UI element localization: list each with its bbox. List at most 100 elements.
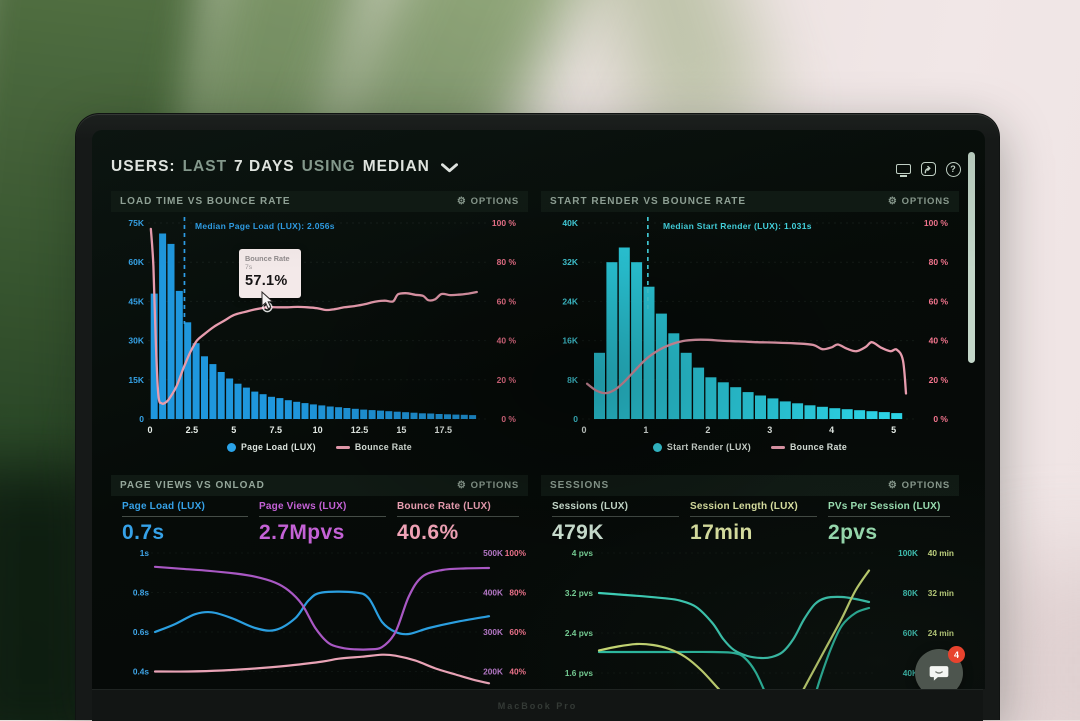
svg-text:60 %: 60 % — [929, 296, 949, 306]
svg-text:40 min: 40 min — [928, 548, 954, 558]
svg-text:40K: 40K — [562, 218, 578, 228]
svg-text:32K: 32K — [562, 257, 578, 267]
svg-text:17.5: 17.5 — [435, 425, 453, 435]
svg-text:40%: 40% — [509, 667, 526, 677]
svg-text:16K: 16K — [562, 336, 578, 346]
chevron-down-icon[interactable] — [441, 163, 458, 173]
svg-text:5: 5 — [891, 425, 896, 435]
svg-text:20 %: 20 % — [929, 375, 949, 385]
svg-text:5: 5 — [231, 425, 236, 435]
chart-legend: Start Render (LUX) Bounce Rate — [541, 442, 959, 452]
svg-text:80%: 80% — [509, 588, 526, 598]
svg-text:40 %: 40 % — [929, 336, 949, 346]
svg-text:0.8s: 0.8s — [133, 588, 150, 598]
line-marker — [336, 446, 350, 449]
svg-text:100%: 100% — [505, 548, 527, 558]
panel-header: PAGE VIEWS VS ONLOAD ⚙ OPTIONS — [111, 475, 528, 496]
panel-start-render-vs-bounce-rate: START RENDER VS BOUNCE RATE ⚙ OPTIONS 40… — [541, 191, 959, 463]
svg-text:300K: 300K — [483, 627, 503, 637]
svg-text:12.5: 12.5 — [351, 425, 369, 435]
tooltip-title: Bounce Rate — [245, 254, 295, 263]
svg-text:2.5: 2.5 — [186, 425, 199, 435]
svg-text:75K: 75K — [128, 218, 144, 228]
svg-text:3: 3 — [767, 425, 772, 435]
svg-text:24 min: 24 min — [928, 628, 954, 638]
options-button[interactable]: ⚙ OPTIONS — [457, 196, 519, 207]
laptop: USERS: LAST 7 DAYS USING MEDIAN ? LOAD T… — [75, 113, 1000, 720]
svg-text:30K: 30K — [128, 336, 144, 346]
panel-header: START RENDER VS BOUNCE RATE ⚙ OPTIONS — [541, 191, 959, 212]
help-icon[interactable]: ? — [944, 160, 962, 178]
tooltip-x-value: 7s — [245, 264, 295, 271]
display-icon[interactable] — [894, 160, 912, 178]
median-annotation: Median Page Load (LUX): 2.056s — [195, 221, 335, 231]
svg-text:32 min: 32 min — [928, 588, 954, 598]
gear-icon: ⚙ — [888, 481, 898, 491]
line-marker — [771, 446, 785, 449]
svg-text:400K: 400K — [483, 588, 503, 598]
options-button[interactable]: ⚙ OPTIONS — [888, 480, 950, 491]
dot-marker — [653, 443, 662, 452]
svg-text:20 %: 20 % — [497, 375, 517, 385]
svg-text:10: 10 — [313, 425, 323, 435]
svg-text:0.4s: 0.4s — [133, 667, 150, 677]
legend-page-load[interactable]: Page Load (LUX) — [227, 442, 316, 452]
page-title: USERS: LAST 7 DAYS USING MEDIAN — [111, 154, 458, 180]
laptop-bezel: MacBook Pro — [92, 689, 983, 721]
svg-text:24K: 24K — [562, 296, 578, 306]
svg-text:4: 4 — [829, 425, 834, 435]
svg-text:0: 0 — [573, 414, 578, 424]
chat-bubble-icon — [927, 662, 951, 684]
panel-title: LOAD TIME VS BOUNCE RATE — [120, 196, 290, 207]
notification-badge: 4 — [948, 646, 965, 663]
dot-marker — [227, 443, 236, 452]
panel-page-views-vs-onload: PAGE VIEWS VS ONLOAD ⚙ OPTIONS Page Load… — [111, 475, 528, 689]
legend-bounce-rate[interactable]: Bounce Rate — [336, 442, 412, 452]
panel-load-time-vs-bounce-rate: LOAD TIME VS BOUNCE RATE ⚙ OPTIONS 75K 10… — [111, 191, 528, 463]
panel-title: SESSIONS — [550, 480, 609, 491]
svg-text:100 %: 100 % — [924, 218, 949, 228]
chat-widget-button[interactable]: 4 — [915, 649, 963, 689]
svg-text:0.6s: 0.6s — [133, 627, 150, 637]
svg-text:100K: 100K — [898, 548, 918, 558]
svg-text:0: 0 — [581, 425, 586, 435]
options-button[interactable]: ⚙ OPTIONS — [457, 480, 519, 491]
svg-text:1s: 1s — [140, 548, 150, 558]
panel-header: LOAD TIME VS BOUNCE RATE ⚙ OPTIONS — [111, 191, 528, 212]
share-icon[interactable] — [919, 160, 937, 178]
svg-text:15: 15 — [396, 425, 406, 435]
options-button[interactable]: ⚙ OPTIONS — [888, 196, 950, 207]
metric-page-views: Page Views (LUX) 2.7Mpvs — [259, 501, 386, 545]
svg-text:3.2 pvs: 3.2 pvs — [565, 588, 594, 598]
legend-start-render[interactable]: Start Render (LUX) — [653, 442, 751, 452]
panel-sessions: SESSIONS ⚙ OPTIONS Sessions (LUX) 479K S… — [541, 475, 959, 689]
metric-bounce-rate: Bounce Rate (LUX) 40.6% — [397, 501, 519, 545]
title-median: MEDIAN — [363, 158, 430, 176]
gear-icon: ⚙ — [457, 197, 467, 207]
panel-title: PAGE VIEWS VS ONLOAD — [120, 480, 265, 491]
svg-text:8K: 8K — [567, 375, 579, 385]
svg-text:80K: 80K — [903, 588, 918, 598]
svg-text:60K: 60K — [128, 257, 144, 267]
median-annotation: Median Start Render (LUX): 1.031s — [663, 221, 812, 231]
title-users: USERS: — [111, 158, 176, 176]
svg-text:100 %: 100 % — [492, 218, 517, 228]
svg-text:15K: 15K — [128, 375, 144, 385]
scrollbar-thumb[interactable] — [968, 152, 975, 363]
dashboard-screen: USERS: LAST 7 DAYS USING MEDIAN ? LOAD T… — [92, 130, 985, 689]
svg-text:2: 2 — [705, 425, 710, 435]
metric-row: Sessions (LUX) 479K Session Length (LUX)… — [541, 496, 959, 546]
svg-text:80 %: 80 % — [497, 257, 517, 267]
title-days: 7 DAYS — [234, 158, 295, 176]
metric-page-load: Page Load (LUX) 0.7s — [122, 501, 248, 545]
panel-header: SESSIONS ⚙ OPTIONS — [541, 475, 959, 496]
gear-icon: ⚙ — [888, 197, 898, 207]
svg-text:200K: 200K — [483, 667, 503, 677]
svg-text:60%: 60% — [509, 627, 526, 637]
svg-text:1.6 pvs: 1.6 pvs — [565, 668, 594, 678]
legend-bounce-rate[interactable]: Bounce Rate — [771, 442, 847, 452]
